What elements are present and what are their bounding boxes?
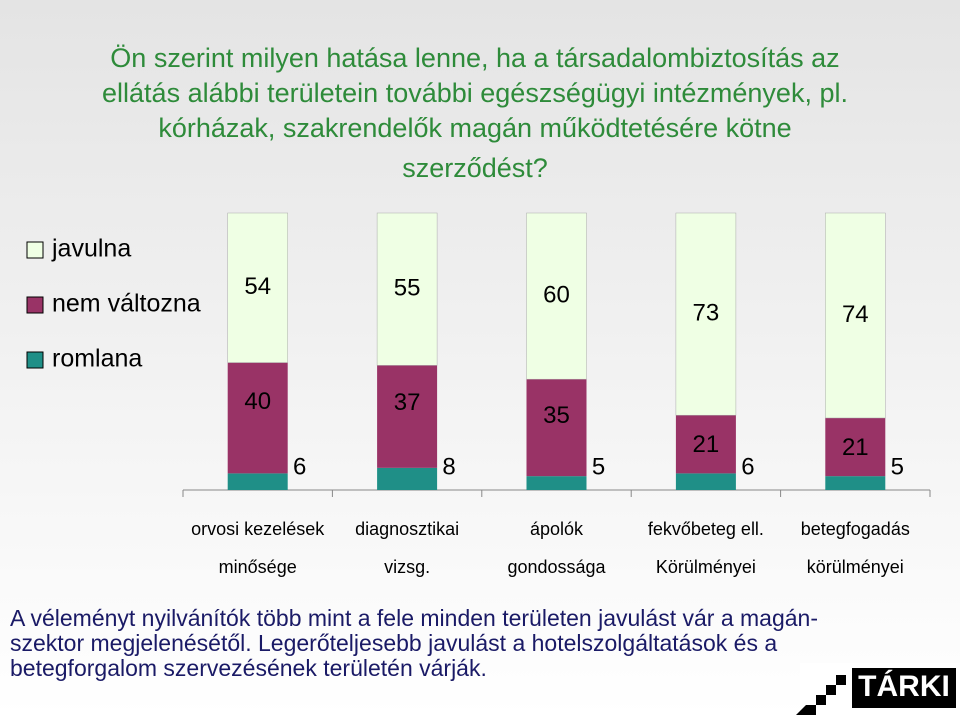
data-label: 74 [842,301,869,328]
chart-title: ellátás alábbi területein további egészs… [102,78,848,108]
x-tick-label: vizsg. [384,557,430,577]
bar-segment [825,417,886,477]
bar-segment [675,212,737,416]
legend-swatch [26,241,44,259]
bar-segment [227,473,288,490]
logo-text: TÁRKI [858,669,950,703]
legend-label: nem változna [52,290,201,318]
legend-swatch [26,296,44,314]
data-label: 6 [741,453,754,480]
x-tick-label: Körülményei [656,557,756,577]
x-tick-label: diagnosztikai [355,519,459,539]
bar-segment [227,362,288,474]
bar-segment [526,476,587,490]
data-label: 5 [891,453,904,480]
chart-title: szerződést? [402,153,548,183]
data-label: 8 [442,453,455,480]
data-label: 73 [693,299,720,326]
x-tick-label: ápolók [530,519,584,539]
bar-segment [227,212,288,363]
data-label: 55 [394,275,421,302]
x-tick-label: minősége [219,557,297,577]
data-label: 21 [693,431,720,458]
data-label: 21 [842,434,869,461]
legend-label: javulna [51,235,131,263]
note: betegforgalom szervezésének területén vá… [10,655,487,681]
data-label: 54 [244,273,271,300]
bar-segment [825,476,886,490]
bar-segment [526,379,587,477]
bar-segment [376,212,438,366]
data-label: 60 [543,281,570,308]
bar-segment [526,212,587,380]
bar-segment [377,365,438,468]
chart-title: kórházak, szakrendelők magán működtetésé… [158,113,791,143]
data-label: 35 [543,402,570,429]
data-label: 6 [293,453,306,480]
bar-segment [675,473,736,490]
bar-segment [675,415,736,474]
logo: TÁRKI [796,663,960,717]
x-tick-label: betegfogadás [801,519,910,539]
note: szektor megjelenésétől. Legerőteljesebb … [10,630,777,656]
chart-title: Ön szerint milyen hatása lenne, ha a tár… [110,43,839,73]
x-tick-label: orvosi kezelések [191,519,325,539]
legend-swatch [26,351,44,369]
bar-segment [825,212,886,419]
x-tick-label: gondossága [507,557,606,577]
x-tick-label: fekvőbeteg ell. [648,519,764,539]
data-label: 37 [394,389,421,416]
note: A véleményt nyilvánítók több mint a fele… [10,605,818,631]
x-tick-label: körülményei [807,557,904,577]
data-label: 40 [244,388,271,415]
legend-label: romlana [52,345,142,373]
data-label: 5 [592,453,605,480]
bar-segment [377,467,438,490]
